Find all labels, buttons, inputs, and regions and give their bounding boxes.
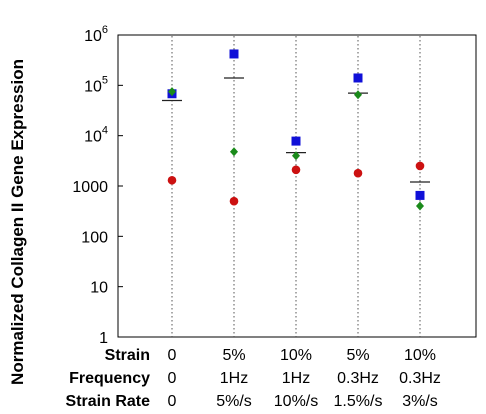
condition-value: 5%/s: [216, 393, 252, 410]
square-point: [415, 190, 425, 200]
y-tick-label-base: 10: [84, 28, 102, 45]
circle-point: [291, 165, 301, 175]
square-point: [291, 136, 301, 146]
square-point: [353, 73, 363, 83]
condition-value: 10%/s: [274, 393, 318, 410]
circle-point: [415, 161, 425, 171]
condition-value: 0: [168, 393, 177, 410]
y-tick-label: 104: [84, 125, 108, 146]
square-point: [229, 49, 239, 59]
condition-value: 0: [168, 370, 177, 387]
y-tick-label-exponent: 6: [102, 24, 108, 36]
y-tick-label: 10: [90, 280, 108, 297]
condition-value: 5%: [346, 347, 369, 364]
circle-point: [167, 175, 177, 185]
row-label: Frequency: [69, 370, 150, 387]
y-tick-label: 106: [84, 24, 108, 45]
diamond-point: [168, 87, 176, 97]
y-tick-label-base: 10: [84, 78, 102, 95]
diamond-point: [292, 151, 300, 161]
row-label: Strain Rate: [66, 393, 151, 410]
y-axis-title: Normalized Collagen II Gene Expression: [8, 59, 27, 385]
circle-point: [353, 168, 363, 178]
y-tick-label: 105: [84, 74, 108, 95]
data-points: [167, 49, 425, 211]
condition-value: 1.5%/s: [334, 393, 383, 410]
condition-value: 0.3Hz: [399, 370, 441, 387]
y-tick-label: 100: [81, 229, 108, 246]
y-axis-title-group: Normalized Collagen II Gene Expression: [8, 59, 27, 385]
y-tick-label-exponent: 5: [102, 74, 108, 86]
y-tick-label-exponent: 4: [102, 125, 108, 137]
condition-value: 3%/s: [402, 393, 438, 410]
grid: [171, 36, 421, 337]
condition-value: 0: [168, 347, 177, 364]
y-tick-label-base: 10: [84, 129, 102, 146]
condition-value: 10%: [404, 347, 436, 364]
condition-table: Strain 0 5% 10% 5% 10% Frequency 0 1Hz 1Hz 0.3Hz 0.…: [66, 347, 441, 410]
diamond-point: [354, 90, 362, 100]
diamond-point: [230, 147, 238, 157]
y-tick-label: 1: [99, 330, 108, 347]
condition-value: 1Hz: [220, 370, 248, 387]
condition-value: 1Hz: [282, 370, 310, 387]
circle-point: [229, 196, 239, 206]
row-label: Strain: [105, 347, 150, 364]
condition-value: 5%: [222, 347, 245, 364]
diamond-point: [416, 201, 424, 211]
y-tick-label: 1000: [72, 179, 108, 196]
condition-value: 10%: [280, 347, 312, 364]
condition-value: 0.3Hz: [337, 370, 379, 387]
